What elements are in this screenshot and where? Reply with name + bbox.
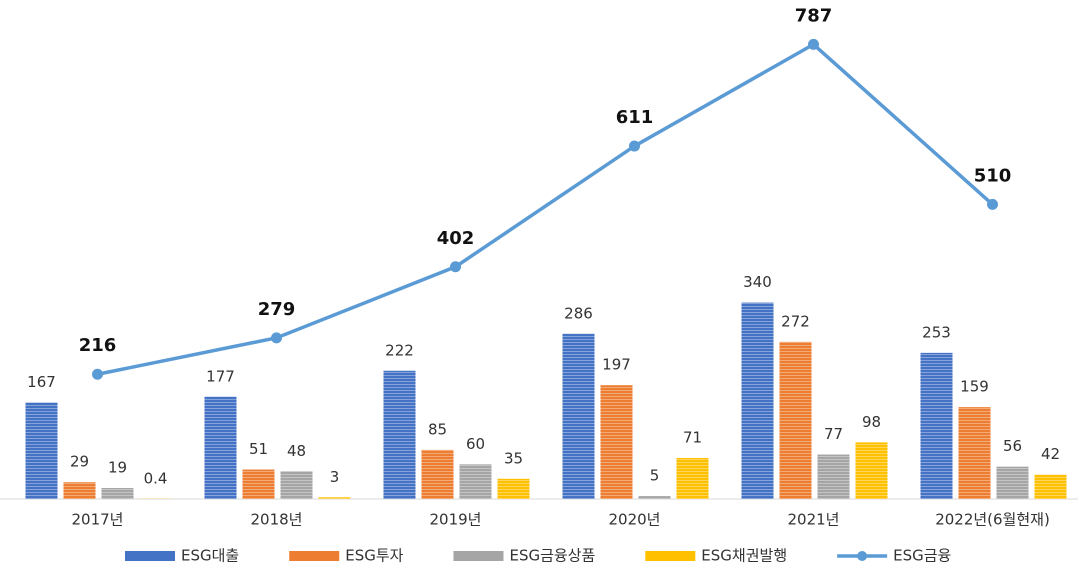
bar-texture	[26, 403, 58, 499]
bar-texture	[601, 385, 633, 499]
bar-texture	[818, 455, 850, 499]
bar-texture	[563, 334, 595, 499]
legend-label: ESG금융	[893, 547, 951, 565]
data-label: 0.4	[144, 469, 168, 487]
bar-texture	[205, 397, 237, 499]
line-point	[271, 332, 282, 343]
bar-texture	[677, 458, 709, 499]
legend-label: ESG투자	[345, 547, 403, 565]
line-point	[450, 261, 461, 272]
data-label: 177	[206, 367, 235, 385]
data-label: 98	[862, 413, 881, 431]
bar-texture	[997, 467, 1029, 499]
data-label: 272	[781, 312, 810, 330]
data-label: 611	[616, 107, 654, 128]
line-point	[629, 141, 640, 152]
bar-texture	[384, 371, 416, 499]
legend-label: ESG채권발행	[701, 547, 787, 565]
legend-label: ESG금융상품	[509, 547, 595, 565]
legend-swatch	[453, 551, 503, 561]
data-label: 402	[437, 228, 475, 249]
data-label: 35	[504, 449, 523, 467]
data-label: 159	[960, 378, 989, 396]
bar-texture	[102, 488, 134, 499]
line-point	[987, 199, 998, 210]
data-label: 77	[824, 425, 843, 443]
data-label: 5	[650, 467, 660, 485]
legend-label: ESG대출	[181, 547, 239, 565]
bar-texture	[639, 496, 671, 499]
bar-texture	[243, 470, 275, 499]
bar-texture	[742, 303, 774, 499]
bar-texture	[780, 342, 812, 499]
data-label: 253	[922, 323, 951, 341]
data-label: 60	[466, 435, 485, 453]
data-label: 197	[602, 356, 631, 374]
data-label: 340	[743, 273, 772, 291]
bar-texture	[422, 450, 454, 499]
data-label: 48	[287, 442, 306, 460]
data-label: 42	[1041, 445, 1060, 463]
data-label: 3	[330, 468, 340, 486]
data-label: 56	[1003, 437, 1022, 455]
x-tick-label: 2018년	[251, 511, 303, 529]
legend-swatch	[125, 551, 175, 561]
line-point	[92, 369, 103, 380]
x-tick-label: 2021년	[788, 511, 840, 529]
data-label: 51	[249, 440, 268, 458]
legend-swatch	[289, 551, 339, 561]
data-label: 216	[79, 335, 117, 356]
data-label: 510	[974, 165, 1012, 186]
legend-swatch	[645, 551, 695, 561]
bar-texture	[281, 471, 313, 499]
data-label: 29	[70, 453, 89, 471]
bar-texture	[319, 497, 351, 499]
data-label: 19	[108, 459, 127, 477]
bar-texture	[959, 407, 991, 499]
bar-texture	[498, 479, 530, 499]
data-label: 85	[428, 420, 447, 438]
bar-texture	[856, 442, 888, 499]
line	[98, 44, 993, 374]
bar-texture	[921, 353, 953, 499]
data-label: 222	[385, 341, 414, 359]
x-tick-label: 2019년	[430, 511, 482, 529]
bar-texture	[64, 482, 96, 499]
x-tick-label: 2017년	[72, 511, 124, 529]
line-point	[808, 39, 819, 50]
data-label: 279	[258, 299, 296, 320]
data-label: 787	[795, 5, 833, 26]
x-tick-label: 2020년	[609, 511, 661, 529]
data-label: 286	[564, 304, 593, 322]
data-label: 71	[683, 428, 702, 446]
data-label: 167	[27, 373, 56, 391]
legend-swatch	[857, 551, 867, 561]
bar-texture	[1035, 475, 1067, 499]
bar-texture	[460, 464, 492, 499]
x-tick-label: 2022년(6월현재)	[935, 511, 1050, 529]
